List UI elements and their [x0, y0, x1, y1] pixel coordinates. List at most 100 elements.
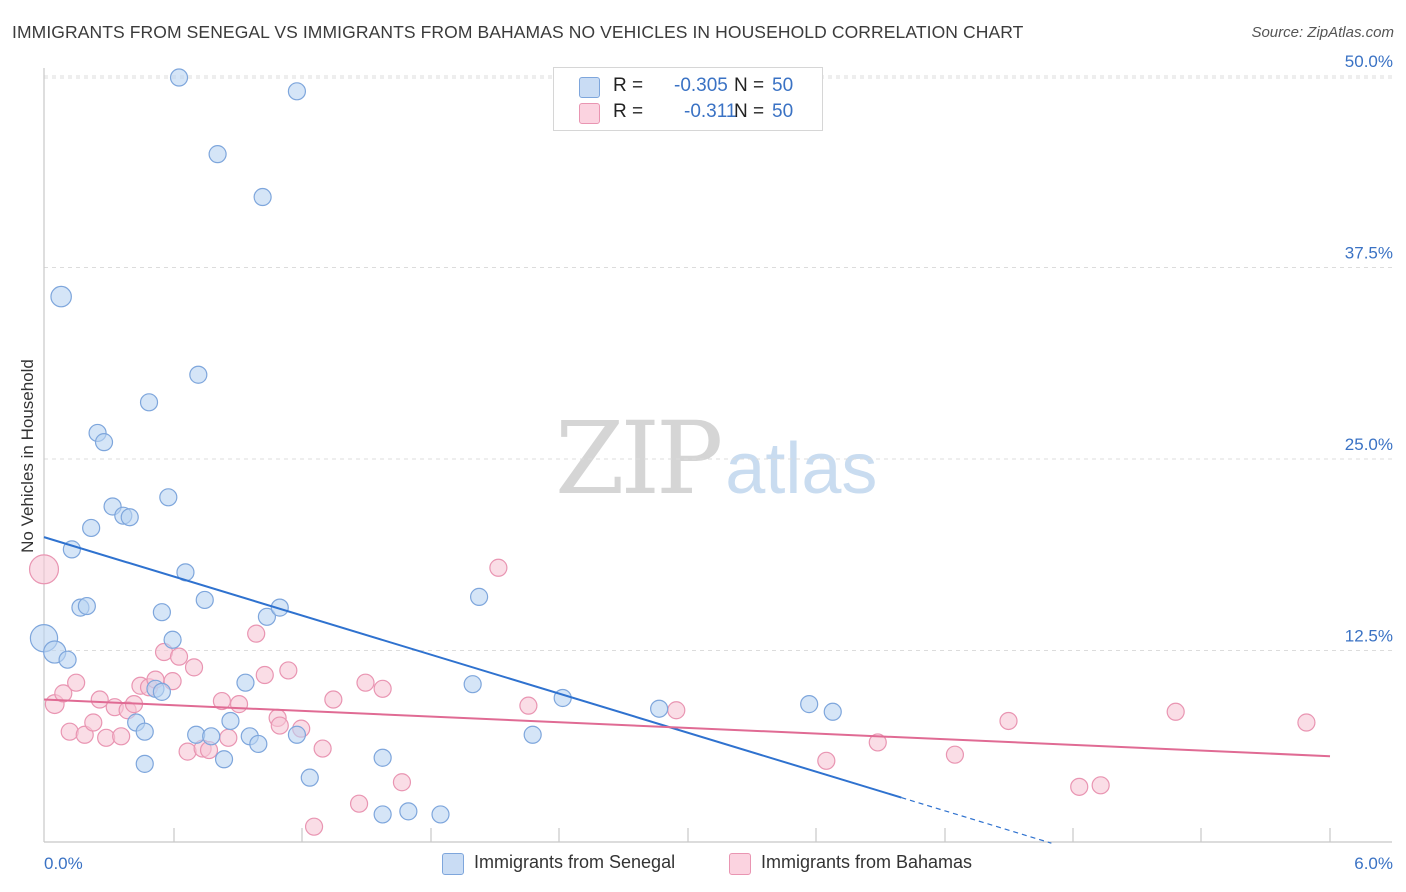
senegal-point	[139, 393, 159, 412]
senegal-trend-extension	[901, 796, 1052, 844]
legend-n-value-bahamas: 50	[772, 101, 794, 122]
bahamas-point	[279, 661, 298, 680]
bahamas-point	[489, 558, 508, 577]
senegal-point	[287, 82, 307, 101]
senegal-point	[94, 433, 114, 452]
stats-legend: R = -0.305 N = 50 R = -0.311 N = 50	[553, 67, 823, 131]
senegal-point	[202, 727, 221, 746]
y-axis-label: No Vehicles in Household	[18, 359, 37, 553]
legend-r-label: R =	[613, 75, 644, 96]
axis-layer	[43, 68, 1392, 843]
senegal-point	[823, 702, 842, 721]
bahamas-point	[667, 701, 686, 720]
senegal-point	[120, 508, 139, 527]
bahamas-trend-line	[43, 698, 1331, 758]
legend-n-label: N =	[734, 75, 765, 96]
chart-title: IMMIGRANTS FROM SENEGAL VS IMMIGRANTS FR…	[12, 22, 1024, 42]
senegal-point	[50, 285, 72, 308]
y-tick-label: 12.5%	[1345, 627, 1393, 646]
legend-r-label: R =	[613, 101, 644, 122]
senegal-point	[187, 725, 206, 744]
y-tick-label: 50.0%	[1345, 52, 1393, 71]
source-label: Source: ZipAtlas.com	[1251, 24, 1394, 41]
bahamas-point	[169, 647, 189, 666]
points-layer	[28, 68, 1316, 836]
bottom-legend-swatch-senegal	[442, 853, 464, 875]
senegal-point	[469, 587, 489, 606]
senegal-point	[159, 488, 178, 507]
bahamas-point	[356, 673, 375, 692]
bahamas-point	[229, 695, 249, 714]
bahamas-point	[67, 673, 86, 692]
bahamas-point	[84, 713, 103, 732]
bahamas-point	[373, 679, 392, 698]
legend-r-value-senegal: -0.305	[674, 75, 728, 96]
senegal-point	[208, 145, 227, 164]
bottom-legend-swatch-bahamas	[729, 853, 751, 875]
bahamas-point	[519, 696, 538, 715]
bahamas-point	[184, 658, 204, 677]
bottom-legend-label-senegal: Immigrants from Senegal	[474, 852, 676, 872]
bahamas-point	[868, 733, 887, 752]
bahamas-point	[212, 691, 231, 711]
senegal-point	[135, 754, 154, 773]
senegal-point	[221, 711, 240, 731]
legend-swatch-senegal	[579, 77, 600, 98]
x-tick-label: 0.0%	[44, 854, 83, 873]
senegal-point	[650, 699, 669, 718]
bahamas-point	[270, 716, 289, 735]
bahamas-point	[817, 751, 836, 770]
senegal-point	[523, 725, 542, 744]
senegal-trend-line	[43, 536, 902, 799]
senegal-point	[249, 734, 268, 754]
senegal-point	[152, 603, 171, 622]
senegal-point	[82, 518, 101, 538]
senegal-point	[373, 805, 392, 824]
bahamas-point	[54, 684, 73, 703]
legend-swatch-bahamas	[579, 103, 600, 124]
bottom-legend-label-bahamas: Immigrants from Bahamas	[761, 852, 973, 872]
bahamas-point	[999, 711, 1018, 731]
bahamas-point	[349, 794, 369, 813]
senegal-point	[58, 650, 77, 669]
senegal-point	[163, 630, 182, 649]
grid-layer	[44, 75, 1392, 651]
bahamas-point	[1297, 713, 1316, 732]
bahamas-point	[945, 745, 965, 764]
senegal-point	[800, 695, 819, 714]
legend-n-label: N =	[734, 101, 765, 122]
bahamas-point	[97, 728, 116, 747]
x-tick-label: 6.0%	[1354, 854, 1393, 873]
senegal-point	[214, 750, 234, 769]
senegal-point	[399, 802, 418, 821]
tick-labels-layer: 12.5% 25.0% 37.5% 50.0% 0.0% 6.0%	[44, 52, 1393, 873]
bahamas-point	[178, 742, 197, 761]
senegal-point	[270, 598, 289, 617]
senegal-point	[189, 365, 208, 384]
bahamas-point	[28, 554, 60, 585]
senegal-point	[253, 187, 272, 207]
legend-n-value-senegal: 50	[772, 75, 794, 96]
senegal-point	[152, 682, 171, 701]
trend-layer	[43, 536, 1331, 844]
senegal-point	[463, 675, 482, 694]
bahamas-point	[324, 690, 343, 709]
bahamas-point	[313, 739, 332, 758]
bahamas-point	[112, 727, 131, 746]
senegal-point	[236, 673, 255, 692]
senegal-point	[431, 805, 450, 824]
senegal-point	[287, 725, 307, 744]
bahamas-point	[1070, 777, 1089, 796]
bahamas-point	[255, 665, 274, 685]
senegal-point	[373, 748, 392, 767]
senegal-point	[135, 722, 154, 741]
bahamas-point	[219, 728, 238, 747]
bahamas-point	[90, 690, 109, 709]
bahamas-point	[1091, 776, 1110, 795]
bahamas-point	[1166, 702, 1185, 721]
y-tick-label: 25.0%	[1345, 435, 1393, 454]
watermark-atlas: atlas	[725, 429, 878, 509]
bahamas-point	[60, 722, 79, 741]
senegal-point	[77, 596, 96, 616]
